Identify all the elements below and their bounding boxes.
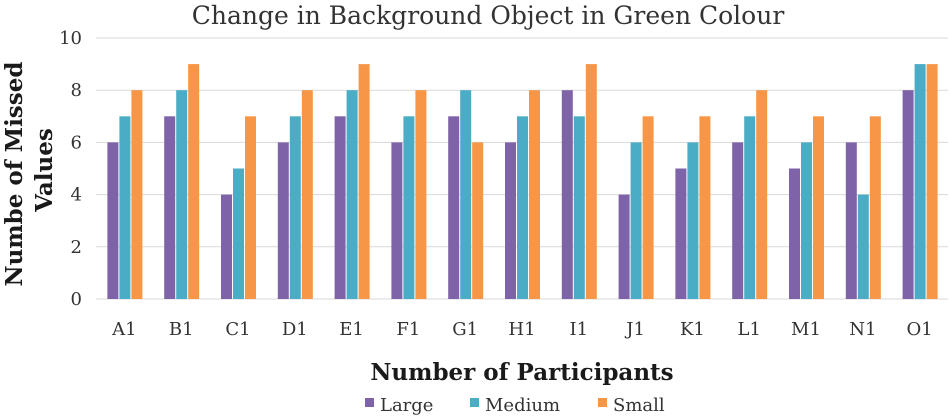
bar-small-c1 (245, 116, 256, 299)
bar-medium-j1 (630, 142, 642, 299)
y-tick-label: 2 (71, 237, 82, 258)
y-tick-label: 4 (71, 185, 82, 206)
bar-large-f1 (391, 142, 403, 299)
x-tick-label: M1 (791, 319, 821, 340)
bar-large-i1 (561, 90, 573, 299)
bar-medium-f1 (403, 116, 415, 299)
bar-small-h1 (529, 90, 540, 299)
bar-small-e1 (358, 64, 370, 299)
bar-large-o1 (902, 90, 914, 299)
bar-small-b1 (188, 64, 200, 299)
bar-large-j1 (618, 194, 630, 299)
legend-label-large: Large (380, 395, 433, 416)
bars (107, 64, 938, 299)
bar-medium-g1 (460, 90, 472, 299)
bar-small-j1 (642, 116, 654, 299)
x-tick-label: D1 (282, 319, 308, 340)
bar-small-g1 (472, 142, 484, 299)
bar-large-e1 (334, 116, 346, 299)
bar-small-f1 (415, 90, 427, 299)
x-tick-label: F1 (396, 319, 420, 340)
bar-large-a1 (107, 142, 119, 299)
x-tick-label: O1 (906, 319, 932, 340)
x-axis-ticks: A1 B1 C1 D1 E1 F1 G1 H1 I1 J1 K1 L1 M1 N1 O1 (111, 319, 933, 340)
bar-medium-m1 (801, 142, 812, 299)
x-tick-label: E1 (339, 319, 364, 340)
legend-swatch-large (365, 398, 374, 407)
legend-swatch-small (598, 398, 607, 407)
y-tick-label: 6 (71, 132, 82, 153)
bar-medium-c1 (233, 168, 244, 299)
bar-large-l1 (732, 142, 744, 299)
legend-label-small: Small (613, 395, 665, 416)
y-axis-label: Numbe of Missed Values (1, 54, 58, 287)
x-tick-label: H1 (508, 319, 535, 340)
y-tick-label: 10 (59, 28, 82, 49)
x-tick-label: K1 (680, 319, 705, 340)
x-axis-label: Number of Participants (370, 359, 673, 386)
x-tick-label: N1 (849, 319, 876, 340)
bar-large-b1 (164, 116, 176, 299)
y-axis-label-line-1: Numbe of Missed (1, 62, 28, 287)
x-tick-label: C1 (225, 319, 250, 340)
bar-large-g1 (448, 116, 460, 299)
bar-small-l1 (756, 90, 768, 299)
bar-large-k1 (675, 168, 687, 299)
bar-medium-b1 (176, 90, 188, 299)
bar-small-i1 (585, 64, 597, 299)
legend-label-medium: Medium (485, 395, 560, 416)
y-axis-ticks: 0 2 4 6 8 10 (59, 28, 82, 310)
legend-swatch-medium (470, 398, 479, 407)
bar-medium-n1 (857, 194, 869, 299)
bar-small-k1 (699, 116, 711, 299)
bar-medium-o1 (914, 64, 926, 299)
x-tick-label: B1 (169, 319, 194, 340)
bar-small-o1 (926, 64, 938, 299)
legend: Large Medium Small (365, 395, 665, 416)
bar-large-m1 (789, 168, 800, 299)
bar-medium-k1 (687, 142, 699, 299)
bar-medium-h1 (517, 116, 528, 299)
x-tick-label: G1 (452, 319, 478, 340)
y-tick-label: 8 (71, 80, 82, 101)
bar-medium-e1 (346, 90, 358, 299)
y-tick-label: 0 (71, 289, 82, 310)
bar-large-c1 (221, 194, 232, 299)
bar-medium-l1 (744, 116, 756, 299)
bar-medium-i1 (573, 116, 585, 299)
bar-small-d1 (301, 90, 313, 299)
bar-small-n1 (869, 116, 881, 299)
x-tick-label: A1 (111, 319, 136, 340)
x-tick-label: L1 (737, 319, 760, 340)
x-tick-label: J1 (624, 319, 645, 340)
bar-small-m1 (813, 116, 824, 299)
y-axis-label-line-2: Values (31, 128, 58, 213)
bar-small-a1 (131, 90, 143, 299)
bar-large-n1 (845, 142, 857, 299)
bar-large-d1 (277, 142, 289, 299)
chart-title: Change in Background Object in Green Col… (192, 1, 785, 30)
bar-large-h1 (505, 142, 516, 299)
bar-medium-a1 (119, 116, 131, 299)
bar-medium-d1 (289, 116, 301, 299)
x-tick-label: I1 (570, 319, 589, 340)
